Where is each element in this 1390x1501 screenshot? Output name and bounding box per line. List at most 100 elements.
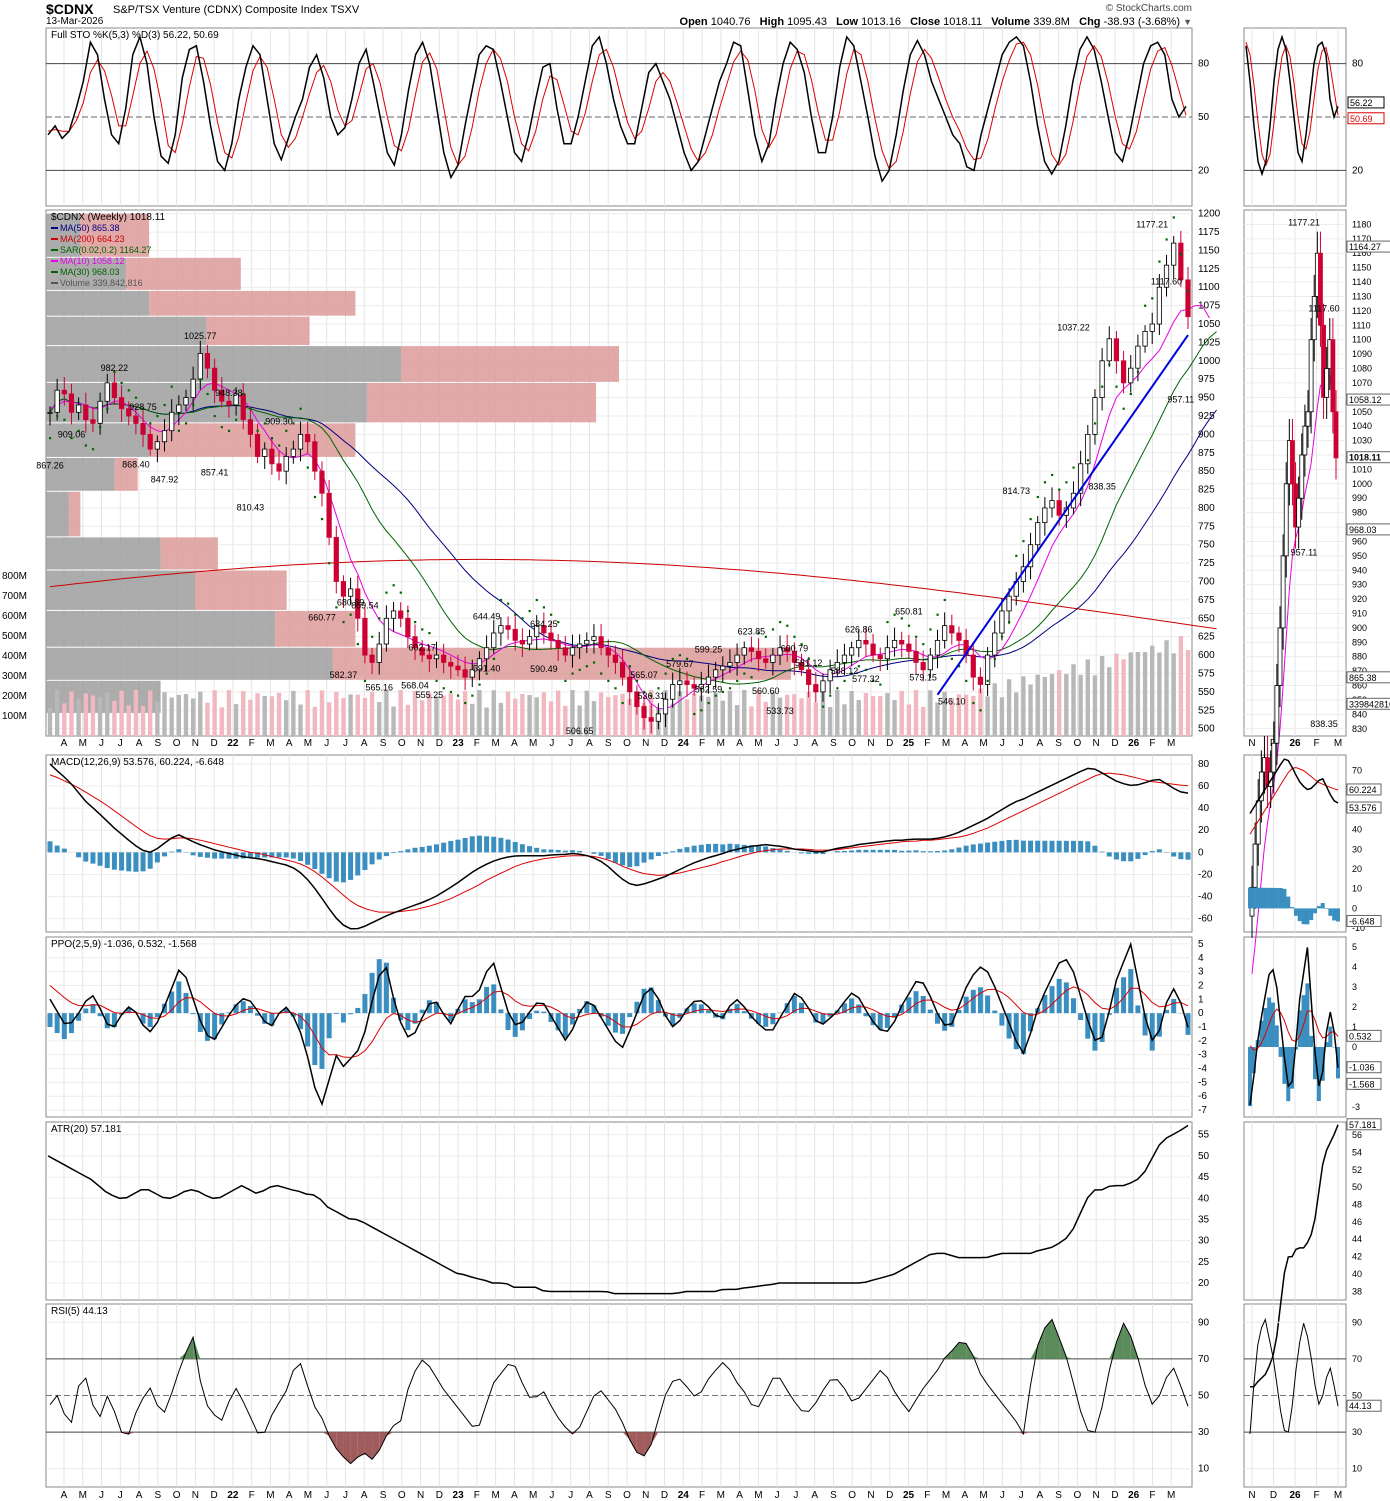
inset-ppo-tick: 3	[1352, 982, 1357, 992]
macd-tick: -20	[1198, 869, 1213, 880]
x-tick-label: J	[775, 1490, 780, 1501]
inset-macd-histogram-bar	[1290, 907, 1295, 909]
macd-histogram-bar	[1099, 851, 1105, 853]
volume-bar	[298, 704, 303, 736]
inset-ppo-histogram-bar	[1267, 997, 1272, 1047]
x-tick-label: F	[699, 1490, 705, 1501]
inset-price-tick: 1070	[1352, 378, 1372, 388]
macd-histogram-bar	[319, 852, 325, 874]
x-tick-label: A	[136, 1490, 143, 1501]
macd-histogram-bar	[999, 840, 1005, 853]
inset-ppo-histogram-bar	[1263, 1007, 1268, 1047]
inset-atr-tick: 56	[1352, 1130, 1362, 1140]
ppo-histogram-bar	[333, 1013, 339, 1015]
inset-candle-body	[1252, 843, 1258, 888]
inset-price-tick: 1170	[1352, 234, 1371, 244]
candle-body	[90, 419, 96, 424]
inset-ppo-value-label: -1.036	[1349, 1063, 1375, 1073]
inset-ppo-histogram-bar	[1301, 995, 1306, 1047]
sar-dot	[1179, 253, 1183, 256]
inset-ppo-histogram-bar	[1290, 1047, 1295, 1089]
price-annotation: 867.26	[36, 460, 64, 470]
price-annotation: 600.79	[781, 643, 809, 653]
price-tick: 750	[1198, 540, 1215, 551]
rsi-overbought-fill	[1044, 1319, 1053, 1359]
volume-by-price-bar	[46, 290, 150, 316]
ppo-histogram-bar	[219, 1013, 225, 1025]
inset-price-value-box	[1346, 240, 1390, 253]
ppo-histogram-bar	[426, 1000, 432, 1014]
symbol-title: $CDNX	[46, 1, 94, 17]
x-tick-label: J	[99, 738, 104, 749]
macd-histogram-bar	[756, 846, 762, 853]
volume-bar	[398, 690, 403, 736]
ppo-histogram-bar	[1135, 1005, 1141, 1014]
macd-histogram-bar	[577, 850, 583, 853]
inset-price-tick: 1130	[1352, 291, 1371, 301]
volume-bar	[999, 697, 1005, 736]
x-tick-label: F	[474, 738, 480, 749]
ppo-histogram-bar	[548, 1013, 554, 1022]
x-tick-label: D	[886, 738, 893, 749]
ppo-histogram-bar	[233, 1004, 239, 1014]
ppo-histogram-bar	[197, 1013, 203, 1032]
sar-dot	[786, 624, 789, 627]
volume-by-price-bar	[46, 491, 69, 537]
x-tick-label: N	[642, 738, 649, 749]
price-annotation: 562.59	[695, 685, 723, 695]
macd-histogram-bar	[1149, 851, 1155, 853]
price-tick: 1175	[1198, 227, 1220, 238]
inset-ppo-histogram-bar	[1328, 1026, 1333, 1047]
macd-histogram-bar	[1035, 840, 1041, 853]
macd-histogram-bar	[956, 847, 962, 853]
ppo-tick: -5	[1198, 1077, 1207, 1088]
macd-histogram-bar	[97, 852, 103, 866]
price-tick: 600	[1198, 650, 1215, 661]
sar-dot	[471, 694, 474, 697]
volume-bar	[534, 697, 539, 736]
sar-dot	[707, 701, 710, 705]
ppo-histogram-bar	[655, 1000, 661, 1014]
macd-histogram-bar	[1185, 852, 1191, 860]
inset-rsi-value-label: 44.13	[1349, 1401, 1372, 1411]
volume-bar	[1185, 649, 1191, 736]
candle-body	[254, 433, 261, 457]
dropdown-triangle-icon[interactable]: ▼	[1183, 17, 1192, 27]
sar-dot	[1051, 473, 1054, 477]
sar-dot	[1101, 385, 1104, 388]
sar-dot	[170, 385, 173, 388]
volume-bar	[777, 697, 783, 736]
inset-atr-tick: 54	[1352, 1147, 1362, 1157]
sar-dot	[714, 694, 717, 697]
ppo-histogram-bar	[884, 1013, 890, 1029]
inset-rsi-tick: 30	[1352, 1427, 1362, 1437]
ppo-histogram-bar	[1171, 998, 1177, 1014]
volume-label: Volume	[991, 16, 1031, 28]
rsi-overbought-fill	[1116, 1323, 1124, 1359]
volume-bar	[856, 699, 861, 736]
ppo-tick: 3	[1198, 967, 1204, 978]
candle-body	[283, 456, 289, 472]
inset-macd-value-box	[1346, 801, 1382, 814]
inset-rsi-tick: 50	[1352, 1391, 1362, 1401]
volume-bar	[1107, 667, 1112, 736]
inset-price-annotation: 1117.60	[1308, 303, 1339, 313]
macd-histogram-bar	[433, 844, 439, 853]
ppo-histogram-bar	[1070, 998, 1076, 1014]
candle-body	[806, 669, 812, 685]
price-tick: 575	[1198, 668, 1215, 679]
inset-price-annotation: 1177.21	[1288, 217, 1320, 227]
price-annotation: 957.11	[1167, 394, 1194, 404]
volume-tick: 100M	[2, 711, 27, 722]
sar-dot	[557, 620, 560, 624]
ppo-histogram-bar	[1113, 987, 1119, 1014]
ppo-histogram-bar	[1085, 1013, 1091, 1039]
volume-bar	[183, 694, 189, 736]
sar-dot	[134, 396, 138, 399]
macd-histogram-bar	[541, 849, 547, 853]
x-tick-label: J	[549, 738, 554, 749]
macd-histogram-bar	[391, 852, 397, 854]
rsi-overbought-fill	[973, 1356, 981, 1359]
x-tick-label: A	[811, 738, 818, 749]
inset-candle-body	[1302, 425, 1308, 456]
